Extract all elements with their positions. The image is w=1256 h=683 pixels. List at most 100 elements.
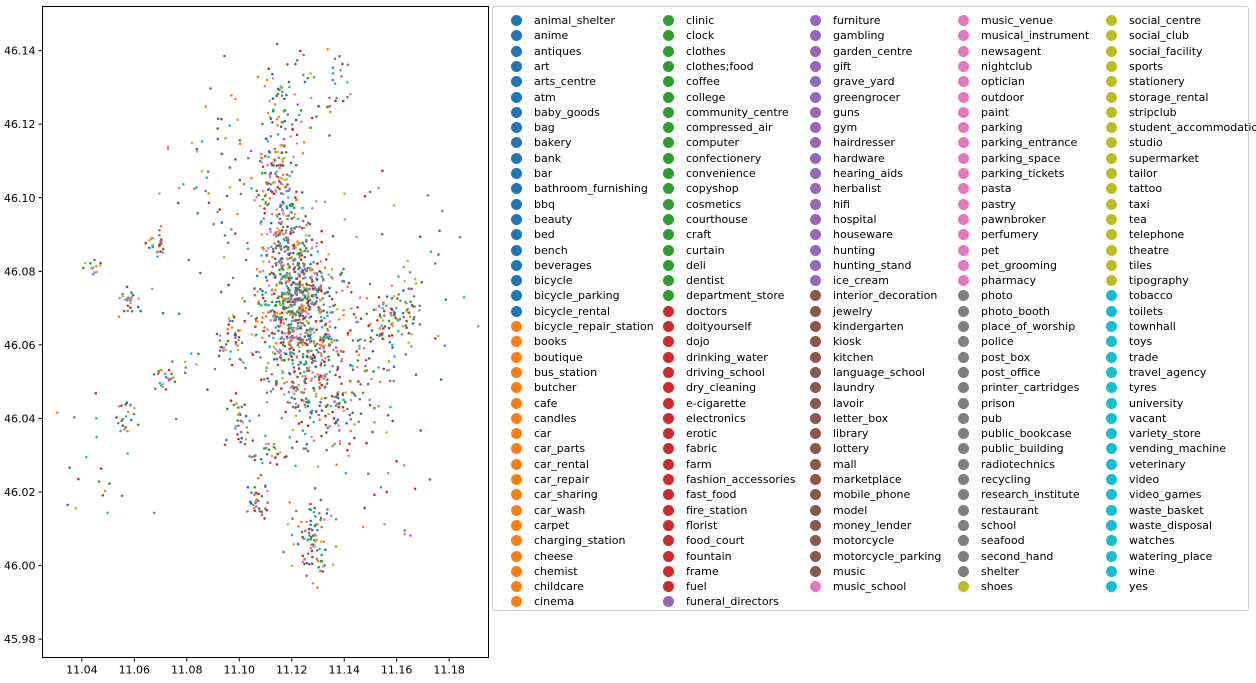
scatter-point [307,531,311,535]
scatter-point [230,228,233,231]
legend-marker [511,60,522,72]
scatter-point [407,341,410,344]
legend-marker [958,458,969,470]
scatter-point [369,322,372,326]
scatter-point [330,275,333,279]
scatter-point [178,186,181,190]
map-scatter-plot: 11.04 11.06 11.08 11.10 11.12 11.14 11.16 11.18… [4,6,489,677]
legend-label: bicycle_repair_station [534,320,654,333]
y-tick-label: 46.02 [4,486,36,499]
scatter-point [298,285,301,289]
legend-label: musical_instrument [981,29,1090,43]
legend-marker [663,198,674,210]
scatter-point [328,370,332,373]
scatter-point [164,372,167,376]
scatter-point [148,246,151,250]
scatter-point [195,363,198,366]
scatter-point [275,213,278,217]
scatter-point [117,405,121,408]
scatter-point [234,427,237,430]
legend-marker [810,30,821,42]
scatter-point [287,358,291,361]
scatter-point [287,331,290,335]
scatter-point [274,231,277,235]
scatter-point [315,278,319,281]
scatter-point [148,239,152,242]
scatter-point [260,254,263,257]
scatter-point [357,353,361,357]
scatter-point [315,300,318,303]
scatter-point [301,352,305,356]
scatter-point [284,410,288,414]
scatter-point [237,424,240,428]
legend-marker [958,30,969,42]
legend-marker [663,152,674,164]
scatter-point [239,440,242,444]
legend-label: fountain [686,549,732,563]
scatter-point [365,312,369,316]
scatter-point [304,315,308,318]
scatter-point [330,340,334,344]
scatter-point [172,376,175,379]
scatter-point [314,533,317,536]
scatter-point [298,282,301,286]
scatter-point [322,339,325,343]
scatter-point [281,376,284,380]
scatter-point [278,317,281,320]
scatter-point [288,347,292,351]
scatter-point [327,333,330,336]
scatter-point [333,339,336,342]
scatter-point [269,221,273,225]
scatter-point [300,391,303,394]
scatter-point [301,283,305,287]
legend-marker [958,351,969,363]
scatter-point [443,344,447,348]
legend: animal_shelter anime antiques art arts_centr… [492,6,1256,611]
scatter-point [366,382,370,386]
scatter-point [292,392,296,396]
legend-label: community_centre [686,105,789,119]
scatter-point [279,262,282,265]
scatter-point [326,508,329,511]
legend-marker [511,15,522,26]
scatter-point [267,284,271,288]
scatter-point [438,229,441,233]
scatter-point [222,349,225,352]
scatter-point [269,319,273,322]
scatter-point [288,501,292,504]
legend-marker [1106,428,1117,440]
scatter-point [309,508,313,512]
scatter-point [327,337,330,340]
scatter-point [273,310,276,314]
scatter-point [229,399,233,403]
scatter-point [305,319,308,323]
scatter-point [309,253,313,257]
scatter-point [351,364,354,368]
legend-marker [958,91,969,103]
scatter-point [348,413,352,417]
legend-marker [663,397,674,409]
scatter-point [129,306,132,310]
scatter-point [368,398,372,402]
scatter-point [307,308,311,311]
scatter-point [409,300,412,304]
x-tick-label: 11.04 [66,664,98,677]
legend-marker [511,458,522,470]
scatter-point [402,315,406,319]
legend-label: pet_grooming [981,258,1058,272]
scatter-point [281,90,284,94]
scatter-point [310,349,313,353]
scatter-point [351,368,355,372]
scatter-point [391,346,394,349]
scatter-point [285,284,289,288]
scatter-point [225,194,229,198]
scatter-point [275,164,279,167]
scatter-point [403,532,407,536]
legend-marker [810,45,821,57]
scatter-point [271,351,275,354]
scatter-point [144,241,147,245]
scatter-point [264,303,268,307]
scatter-point [326,426,329,430]
scatter-point [335,96,338,100]
legend-marker [810,336,821,348]
